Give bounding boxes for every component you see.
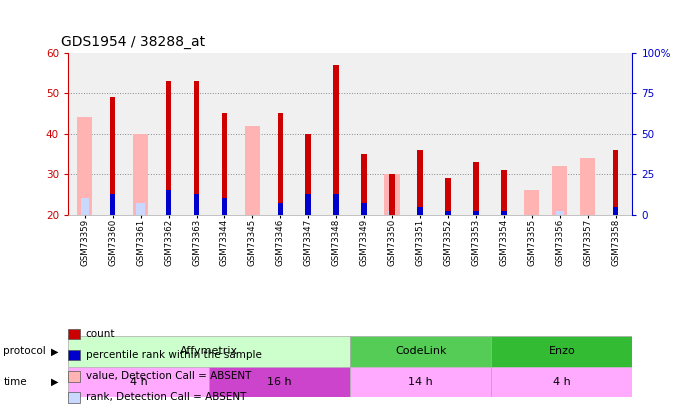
Bar bbox=[222, 113, 227, 215]
Bar bbox=[333, 65, 339, 215]
Bar bbox=[333, 194, 339, 215]
Bar bbox=[277, 113, 283, 215]
Text: ▶: ▶ bbox=[51, 346, 58, 356]
Bar bbox=[388, 211, 396, 215]
Bar bbox=[473, 162, 479, 215]
Bar bbox=[68, 336, 350, 367]
Bar bbox=[445, 178, 451, 215]
Bar bbox=[133, 134, 148, 215]
Bar bbox=[390, 174, 395, 215]
Bar bbox=[556, 211, 564, 215]
Text: rank, Detection Call = ABSENT: rank, Detection Call = ABSENT bbox=[86, 392, 246, 402]
Bar bbox=[361, 154, 367, 215]
Bar bbox=[194, 81, 199, 215]
Text: ▶: ▶ bbox=[51, 377, 58, 387]
Bar bbox=[222, 198, 227, 215]
Bar bbox=[501, 170, 507, 215]
Bar bbox=[361, 202, 367, 215]
Bar bbox=[110, 194, 116, 215]
Bar bbox=[552, 166, 567, 215]
Bar bbox=[209, 367, 350, 397]
Bar bbox=[350, 367, 491, 397]
Text: Enzo: Enzo bbox=[549, 346, 575, 356]
Bar bbox=[613, 150, 618, 215]
Text: count: count bbox=[86, 329, 115, 339]
Text: percentile rank within the sample: percentile rank within the sample bbox=[86, 350, 262, 360]
Bar bbox=[137, 202, 145, 215]
Text: 16 h: 16 h bbox=[267, 377, 292, 387]
Text: 4 h: 4 h bbox=[130, 377, 148, 387]
Bar bbox=[491, 367, 632, 397]
Text: value, Detection Call = ABSENT: value, Detection Call = ABSENT bbox=[86, 371, 251, 381]
Text: GDS1954 / 38288_at: GDS1954 / 38288_at bbox=[61, 34, 205, 49]
Bar bbox=[110, 97, 116, 215]
Bar bbox=[384, 174, 400, 215]
Bar bbox=[277, 202, 283, 215]
Bar bbox=[305, 194, 311, 215]
Text: Affymetrix: Affymetrix bbox=[180, 346, 238, 356]
Bar bbox=[445, 211, 451, 215]
Bar bbox=[350, 336, 491, 367]
Bar bbox=[491, 336, 632, 367]
Bar bbox=[580, 158, 596, 215]
Bar bbox=[418, 207, 423, 215]
Text: 14 h: 14 h bbox=[409, 377, 433, 387]
Bar bbox=[473, 211, 479, 215]
Text: protocol: protocol bbox=[3, 346, 46, 356]
Text: time: time bbox=[3, 377, 27, 387]
Bar bbox=[501, 211, 507, 215]
Bar bbox=[418, 150, 423, 215]
Bar bbox=[194, 194, 199, 215]
Bar bbox=[68, 367, 209, 397]
Bar bbox=[166, 81, 171, 215]
Bar bbox=[613, 207, 618, 215]
Bar bbox=[77, 117, 92, 215]
Bar bbox=[305, 134, 311, 215]
Bar bbox=[245, 126, 260, 215]
Bar bbox=[524, 190, 539, 215]
Text: CodeLink: CodeLink bbox=[395, 346, 447, 356]
Text: 4 h: 4 h bbox=[553, 377, 571, 387]
Bar bbox=[80, 198, 89, 215]
Bar bbox=[166, 190, 171, 215]
